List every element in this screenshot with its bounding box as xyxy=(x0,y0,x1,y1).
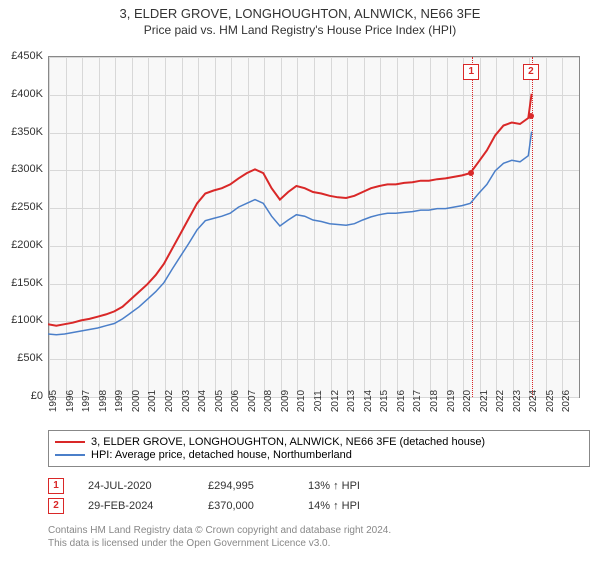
line-series xyxy=(48,132,532,335)
marker-date: 29-FEB-2024 xyxy=(88,500,208,512)
x-axis-label: 2003 xyxy=(181,390,192,412)
x-axis-label: 2014 xyxy=(363,390,374,412)
y-axis-label: £400K xyxy=(11,88,43,100)
x-axis-label: 2025 xyxy=(545,390,556,412)
x-axis-label: 2008 xyxy=(263,390,274,412)
x-axis-label: 2019 xyxy=(446,390,457,412)
marker-point-1 xyxy=(468,170,474,176)
marker-pct: 14% ↑ HPI xyxy=(308,500,360,512)
chart-container: 3, ELDER GROVE, LONGHOUGHTON, ALNWICK, N… xyxy=(0,6,600,566)
legend-item: HPI: Average price, detached house, Nort… xyxy=(55,449,583,461)
chart-area: £0£50K£100K£150K£200K£250K£300K£350K£400… xyxy=(48,56,578,396)
x-axis-label: 2002 xyxy=(164,390,175,412)
y-axis-label: £200K xyxy=(11,239,43,251)
y-axis-label: £350K xyxy=(11,126,43,138)
x-axis-label: 2009 xyxy=(280,390,291,412)
x-axis-label: 2012 xyxy=(330,390,341,412)
marker-price: £370,000 xyxy=(208,500,308,512)
marker-row-2: 2 29-FEB-2024£370,00014% ↑ HPI xyxy=(48,498,578,514)
x-axis-label: 2010 xyxy=(296,390,307,412)
footer-line-1: Contains HM Land Registry data © Crown c… xyxy=(48,524,391,537)
x-axis-label: 2017 xyxy=(412,390,423,412)
y-axis-label: £150K xyxy=(11,277,43,289)
marker-badge-1: 1 xyxy=(463,64,479,80)
x-axis-label: 1996 xyxy=(65,390,76,412)
x-axis-label: 2006 xyxy=(230,390,241,412)
x-axis-label: 2000 xyxy=(131,390,142,412)
x-axis-label: 1998 xyxy=(98,390,109,412)
marker-point-2 xyxy=(528,113,534,119)
x-axis-label: 2022 xyxy=(495,390,506,412)
marker-row-badge: 1 xyxy=(48,478,64,494)
legend-label: HPI: Average price, detached house, Nort… xyxy=(91,449,352,461)
x-axis-label: 2001 xyxy=(147,390,158,412)
x-axis-label: 2020 xyxy=(462,390,473,412)
x-axis-label: 2018 xyxy=(429,390,440,412)
marker-pct: 13% ↑ HPI xyxy=(308,480,360,492)
x-axis-label: 2024 xyxy=(528,390,539,412)
chart-subtitle: Price paid vs. HM Land Registry's House … xyxy=(0,23,600,37)
chart-title: 3, ELDER GROVE, LONGHOUGHTON, ALNWICK, N… xyxy=(0,6,600,21)
y-axis-label: £450K xyxy=(11,50,43,62)
legend-swatch xyxy=(55,441,85,443)
footer-line-2: This data is licensed under the Open Gov… xyxy=(48,537,391,550)
x-axis-label: 2015 xyxy=(379,390,390,412)
x-axis-label: 2005 xyxy=(214,390,225,412)
y-axis-label: £300K xyxy=(11,163,43,175)
marker-date: 24-JUL-2020 xyxy=(88,480,208,492)
x-axis-label: 1997 xyxy=(81,390,92,412)
marker-table: 1 24-JUL-2020£294,99513% ↑ HPI 2 29-FEB-202… xyxy=(48,474,578,518)
legend-item: 3, ELDER GROVE, LONGHOUGHTON, ALNWICK, N… xyxy=(55,436,583,448)
y-axis-label: £250K xyxy=(11,201,43,213)
x-axis-label: 2023 xyxy=(512,390,523,412)
y-axis-label: £100K xyxy=(11,314,43,326)
x-axis-label: 2011 xyxy=(313,390,324,412)
x-axis-label: 1999 xyxy=(114,390,125,412)
legend-label: 3, ELDER GROVE, LONGHOUGHTON, ALNWICK, N… xyxy=(91,436,485,448)
x-axis-label: 2026 xyxy=(561,390,572,412)
line-series-svg xyxy=(48,56,578,396)
y-axis-label: £0 xyxy=(31,390,43,402)
line-series xyxy=(48,94,532,326)
legend-swatch xyxy=(55,454,85,456)
marker-badge-2: 2 xyxy=(523,64,539,80)
x-axis-label: 2004 xyxy=(197,390,208,412)
x-axis-label: 2007 xyxy=(247,390,258,412)
x-axis-label: 1995 xyxy=(48,390,59,412)
marker-price: £294,995 xyxy=(208,480,308,492)
y-axis-label: £50K xyxy=(17,352,43,364)
legend: 3, ELDER GROVE, LONGHOUGHTON, ALNWICK, N… xyxy=(48,430,590,467)
marker-row-1: 1 24-JUL-2020£294,99513% ↑ HPI xyxy=(48,478,578,494)
marker-row-badge: 2 xyxy=(48,498,64,514)
x-axis-label: 2013 xyxy=(346,390,357,412)
footer-attribution: Contains HM Land Registry data © Crown c… xyxy=(48,524,391,550)
x-axis-label: 2016 xyxy=(396,390,407,412)
x-axis-label: 2021 xyxy=(479,390,490,412)
